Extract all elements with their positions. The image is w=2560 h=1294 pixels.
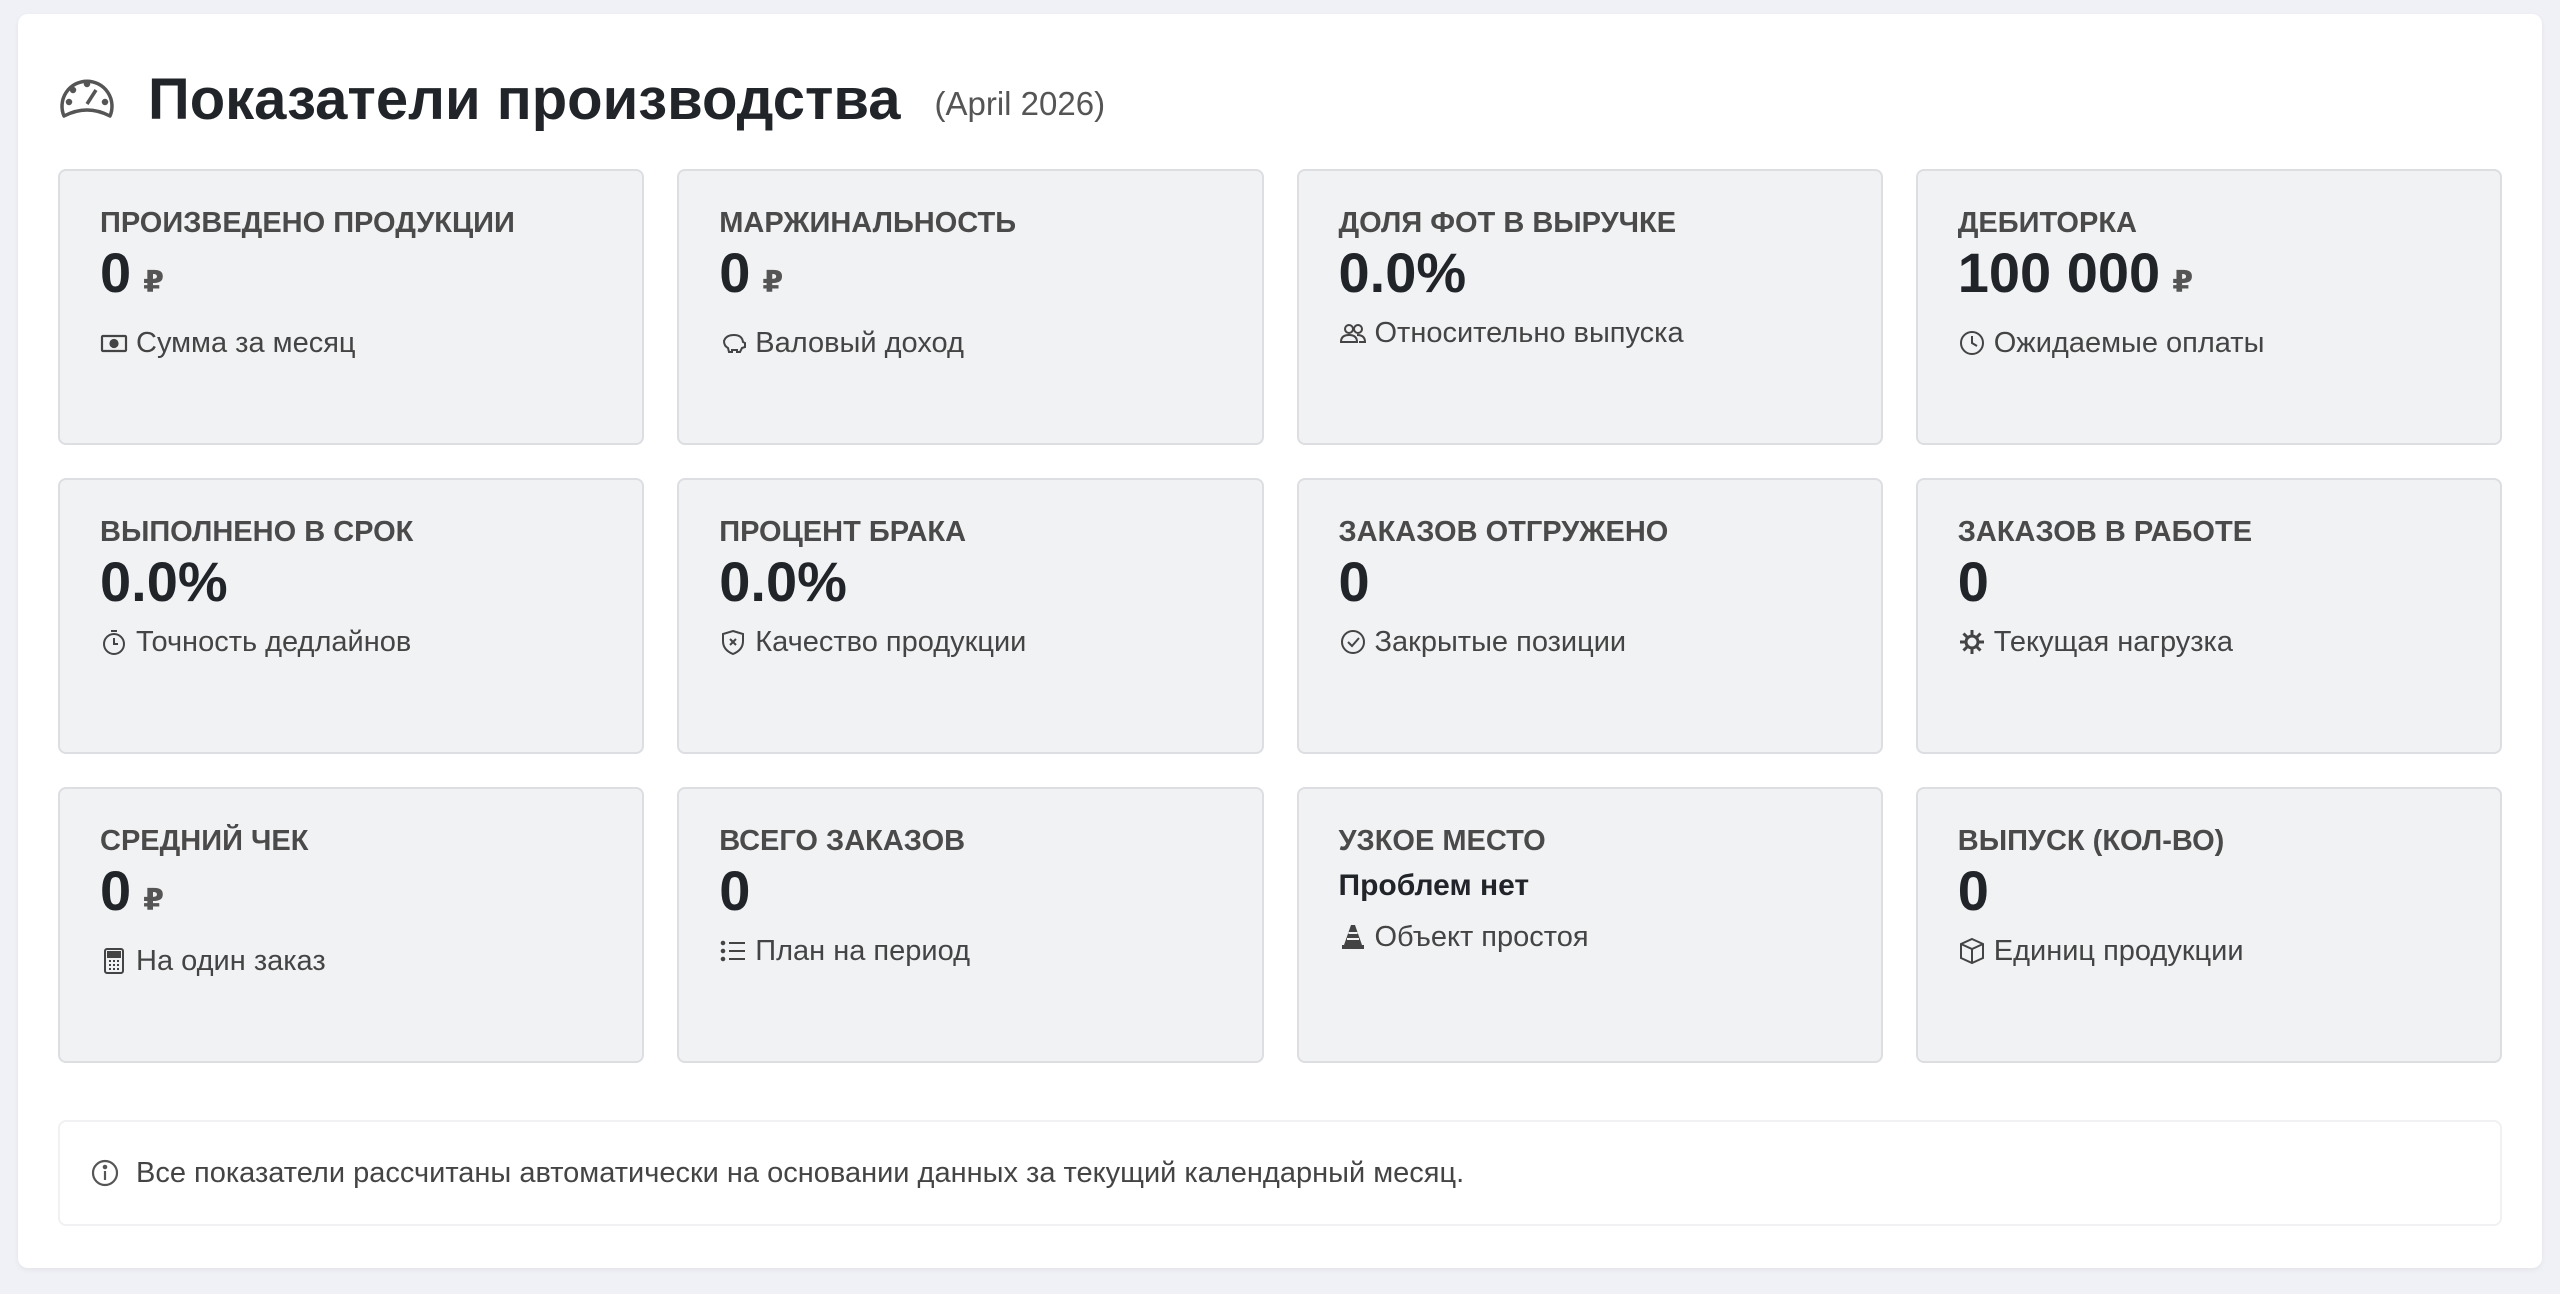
kpi-caption: План на период: [719, 931, 1221, 971]
currency-symbol: ₽: [762, 266, 784, 299]
cone-icon: [1339, 923, 1367, 951]
kpi-label: Дебиторка: [1957, 207, 2137, 239]
kpi-value-text: 0.0%: [719, 550, 847, 613]
kpi-grid: Произведено продукции 0 ₽ Сумма за месяц Мар…: [58, 169, 2502, 1063]
kpi-caption-text: Относительно выпуска: [1374, 317, 1684, 349]
info-text: Все показатели рассчитаны автоматически …: [136, 1156, 1465, 1189]
kpi-card: Всего заказов 0 План на период: [677, 787, 1264, 1063]
kpi-caption: Сумма за месяц: [100, 323, 602, 363]
kpi-caption-text: Качество продукции: [755, 626, 1027, 658]
gear-icon: [1958, 628, 1986, 656]
kpi-card: Маржинальность 0 ₽ Валовый доход: [677, 169, 1264, 445]
kpi-value-text: 0: [1957, 859, 1989, 922]
shield-x-icon: [719, 628, 747, 656]
kpi-caption: Относительно выпуска: [1339, 313, 1841, 353]
kpi-label: Заказов отгружено: [1338, 516, 1669, 548]
calculator-icon: [100, 947, 128, 975]
kpi-value-text: 0: [100, 241, 132, 304]
kpi-value: 0 ₽: [719, 241, 1221, 315]
kpi-value: 0: [719, 859, 1221, 923]
kpi-caption: Точность дедлайнов: [100, 622, 602, 662]
currency-symbol: ₽: [2172, 266, 2194, 299]
kpi-value: 0: [1958, 550, 2460, 614]
kpi-caption-text: Сумма за месяц: [136, 327, 356, 359]
kpi-value-text: 0.0%: [1338, 241, 1467, 304]
kpi-caption-text: На один заказ: [136, 945, 326, 977]
info-note: Все показатели рассчитаны автоматически …: [58, 1120, 2502, 1226]
kpi-card: Дебиторка 100 000 ₽ Ожидаемые оплаты: [1915, 169, 2502, 445]
kpi-value-text: 0: [1957, 550, 1989, 613]
kpi-value: 0 ₽: [100, 859, 602, 933]
kpi-caption-text: Объект простоя: [1374, 921, 1589, 953]
kpi-caption-text: Текущая нагрузка: [1993, 626, 2233, 658]
box-icon: [1958, 937, 1986, 965]
currency-symbol: ₽: [143, 266, 165, 299]
kpi-caption: На один заказ: [100, 941, 602, 981]
kpi-card: Заказов в работе 0 Текущая нагрузка: [1915, 478, 2502, 754]
kpi-card: Процент брака 0.0% Качество продукции: [677, 478, 1264, 754]
kpi-label: Заказов в работе: [1957, 516, 2253, 548]
kpi-caption-text: Ожидаемые оплаты: [1993, 327, 2265, 359]
kpi-value-text: 0: [719, 241, 751, 304]
dashboard-panel: Показатели производства (April 2026) Про…: [18, 14, 2542, 1268]
stopwatch-icon: [100, 628, 128, 656]
kpi-value: 100 000 ₽: [1958, 241, 2460, 315]
clock-icon: [1958, 329, 1986, 357]
kpi-caption: Единиц продукции: [1958, 931, 2460, 971]
kpi-caption: Валовый доход: [719, 323, 1221, 363]
kpi-card: Средний чек 0 ₽ На один заказ: [58, 787, 645, 1063]
kpi-value-text: 0: [100, 859, 132, 922]
kpi-label: Маржинальность: [719, 207, 1017, 239]
kpi-label: Средний чек: [100, 825, 309, 857]
piggy-bank-icon: [719, 329, 747, 357]
kpi-value-text: Проблем нет: [1338, 869, 1530, 902]
kpi-value-text: 0: [719, 859, 751, 922]
kpi-caption-text: Валовый доход: [755, 327, 964, 359]
kpi-label: Всего заказов: [719, 825, 966, 857]
list-icon: [719, 937, 747, 965]
page-header: Показатели производства (April 2026): [58, 64, 1105, 134]
kpi-card: Выполнено в срок 0.0% Точность дедлайнов: [58, 478, 645, 754]
kpi-card: Выпуск (кол-во) 0 Единиц продукции: [1915, 787, 2502, 1063]
info-circle-icon: [91, 1159, 119, 1187]
people-icon: [1339, 319, 1367, 347]
kpi-value: 0 ₽: [100, 241, 602, 315]
kpi-caption: Ожидаемые оплаты: [1958, 323, 2460, 363]
check-circle-icon: [1339, 628, 1367, 656]
kpi-label: Выпуск (кол-во): [1957, 825, 2225, 857]
kpi-label: Узкое место: [1338, 825, 1546, 857]
kpi-caption: Закрытые позиции: [1339, 622, 1841, 662]
kpi-value: 0: [1339, 550, 1841, 614]
kpi-label: Произведено продукции: [100, 207, 515, 239]
kpi-caption-text: Закрытые позиции: [1374, 626, 1627, 658]
kpi-value: 0: [1958, 859, 2460, 923]
kpi-value: 0.0%: [1339, 241, 1841, 305]
kpi-value: Проблем нет: [1339, 863, 1841, 909]
kpi-value: 0.0%: [100, 550, 602, 614]
page-period: (April 2026): [934, 85, 1106, 122]
kpi-caption: Качество продукции: [719, 622, 1221, 662]
kpi-value-text: 100 000: [1957, 241, 2161, 304]
kpi-label: Выполнено в срок: [100, 516, 414, 548]
currency-symbol: ₽: [143, 884, 165, 917]
kpi-card: Доля ФОТ в выручке 0.0% Относительно выпус…: [1296, 169, 1883, 445]
page-title: Показатели производства: [148, 66, 901, 132]
kpi-card: Произведено продукции 0 ₽ Сумма за месяц: [58, 169, 645, 445]
kpi-card: Заказов отгружено 0 Закрытые позиции: [1296, 478, 1883, 754]
kpi-caption: Текущая нагрузка: [1958, 622, 2460, 662]
kpi-card: Узкое место Проблем нет Объект простоя: [1296, 787, 1883, 1063]
kpi-label: Доля ФОТ в выручке: [1338, 207, 1677, 239]
kpi-caption-text: Единиц продукции: [1993, 935, 2244, 967]
kpi-caption-text: План на период: [755, 935, 970, 967]
kpi-value-text: 0.0%: [100, 550, 228, 613]
kpi-caption: Объект простоя: [1339, 917, 1841, 957]
speedometer-icon: [60, 79, 114, 118]
kpi-value-text: 0: [1338, 550, 1370, 613]
kpi-label: Процент брака: [719, 516, 967, 548]
cash-icon: [100, 329, 128, 357]
kpi-value: 0.0%: [719, 550, 1221, 614]
kpi-caption-text: Точность дедлайнов: [136, 626, 412, 658]
